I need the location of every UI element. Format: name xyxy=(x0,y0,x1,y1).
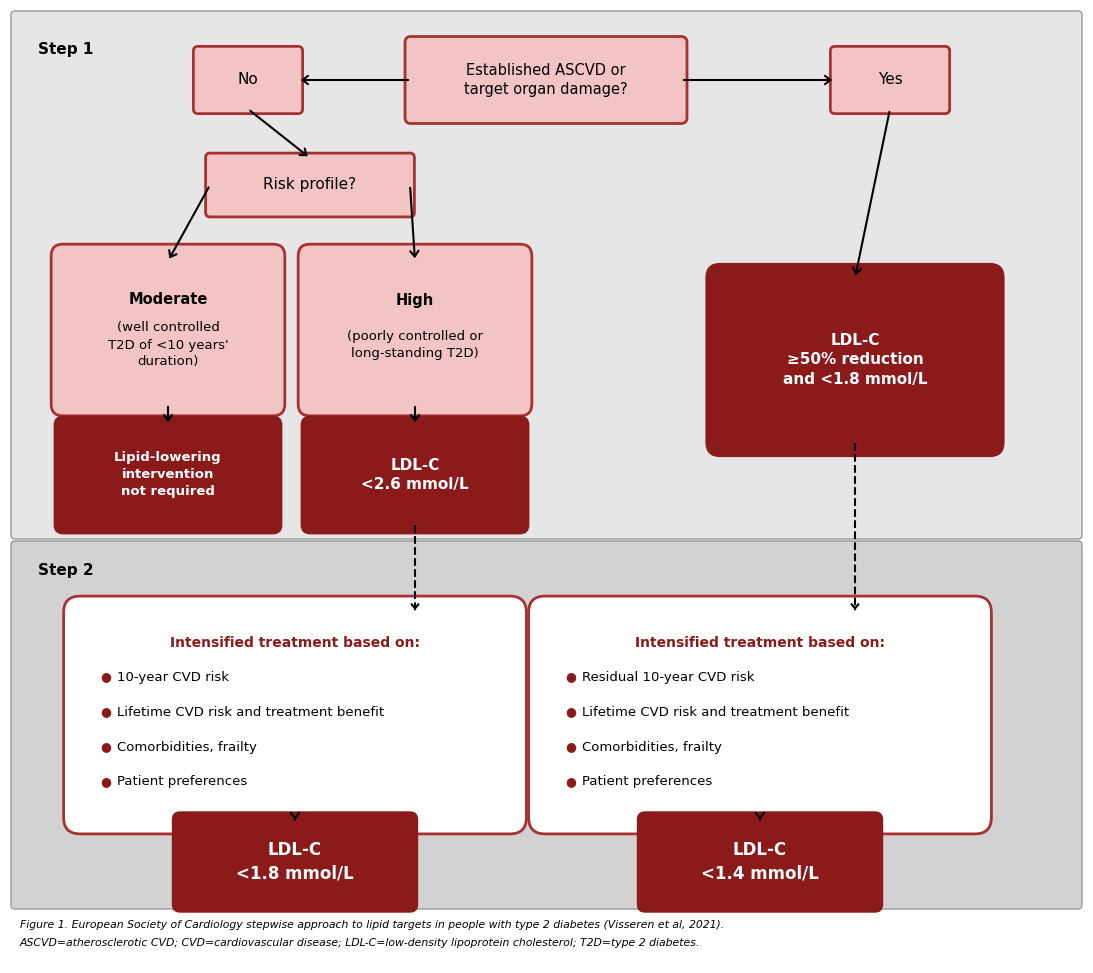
FancyBboxPatch shape xyxy=(707,265,1003,455)
Text: ●: ● xyxy=(99,740,110,753)
Text: (well controlled
T2D of <10 years'
duration): (well controlled T2D of <10 years' durat… xyxy=(108,321,228,369)
Text: Comorbidities, frailty: Comorbidities, frailty xyxy=(581,740,721,753)
FancyBboxPatch shape xyxy=(193,47,303,114)
Text: No: No xyxy=(237,73,258,88)
FancyBboxPatch shape xyxy=(529,596,991,834)
FancyBboxPatch shape xyxy=(302,417,528,533)
Text: High: High xyxy=(396,293,434,307)
Text: ●: ● xyxy=(565,740,576,753)
Text: ●: ● xyxy=(565,670,576,683)
Text: Step 1: Step 1 xyxy=(38,42,93,57)
Text: Lipid-lowering
intervention
not required: Lipid-lowering intervention not required xyxy=(114,451,222,498)
FancyBboxPatch shape xyxy=(205,153,414,217)
Text: Step 2: Step 2 xyxy=(38,563,94,578)
FancyBboxPatch shape xyxy=(63,596,527,834)
Text: LDL-C
<1.4 mmol/L: LDL-C <1.4 mmol/L xyxy=(701,842,819,883)
Text: Intensified treatment based on:: Intensified treatment based on: xyxy=(635,636,885,650)
Text: ●: ● xyxy=(99,670,110,683)
FancyBboxPatch shape xyxy=(406,37,687,124)
FancyBboxPatch shape xyxy=(298,244,532,415)
FancyBboxPatch shape xyxy=(11,11,1082,539)
Text: Intensified treatment based on:: Intensified treatment based on: xyxy=(171,636,420,650)
Text: ●: ● xyxy=(99,775,110,788)
Text: Risk profile?: Risk profile? xyxy=(263,177,356,193)
FancyBboxPatch shape xyxy=(831,47,950,114)
Text: Established ASCVD or
target organ damage?: Established ASCVD or target organ damage… xyxy=(465,62,627,97)
Text: Lifetime CVD risk and treatment benefit: Lifetime CVD risk and treatment benefit xyxy=(117,705,384,718)
Text: LDL-C
<2.6 mmol/L: LDL-C <2.6 mmol/L xyxy=(361,457,469,492)
FancyBboxPatch shape xyxy=(55,417,281,533)
Text: LDL-C
≥50% reduction
and <1.8 mmol/L: LDL-C ≥50% reduction and <1.8 mmol/L xyxy=(783,333,927,387)
Text: LDL-C
<1.8 mmol/L: LDL-C <1.8 mmol/L xyxy=(236,842,354,883)
Text: ●: ● xyxy=(565,775,576,788)
Text: Comorbidities, frailty: Comorbidities, frailty xyxy=(117,740,257,753)
Text: Patient preferences: Patient preferences xyxy=(581,775,713,788)
Text: Lifetime CVD risk and treatment benefit: Lifetime CVD risk and treatment benefit xyxy=(581,705,849,718)
FancyBboxPatch shape xyxy=(638,812,882,912)
Text: 10-year CVD risk: 10-year CVD risk xyxy=(117,670,230,683)
Text: Patient preferences: Patient preferences xyxy=(117,775,247,788)
Text: ASCVD=atherosclerotic CVD; CVD=cardiovascular disease; LDL-C=low-density lipopro: ASCVD=atherosclerotic CVD; CVD=cardiovas… xyxy=(20,938,701,948)
Text: ●: ● xyxy=(99,705,110,718)
Text: ●: ● xyxy=(565,705,576,718)
Text: Yes: Yes xyxy=(878,73,903,88)
Text: Moderate: Moderate xyxy=(128,293,208,307)
FancyBboxPatch shape xyxy=(173,812,416,912)
Text: Figure 1. European Society of Cardiology stepwise approach to lipid targets in p: Figure 1. European Society of Cardiology… xyxy=(20,920,725,930)
FancyBboxPatch shape xyxy=(11,541,1082,909)
Text: (poorly controlled or
long-standing T2D): (poorly controlled or long-standing T2D) xyxy=(346,330,483,360)
FancyBboxPatch shape xyxy=(51,244,285,415)
Text: Residual 10-year CVD risk: Residual 10-year CVD risk xyxy=(581,670,754,683)
